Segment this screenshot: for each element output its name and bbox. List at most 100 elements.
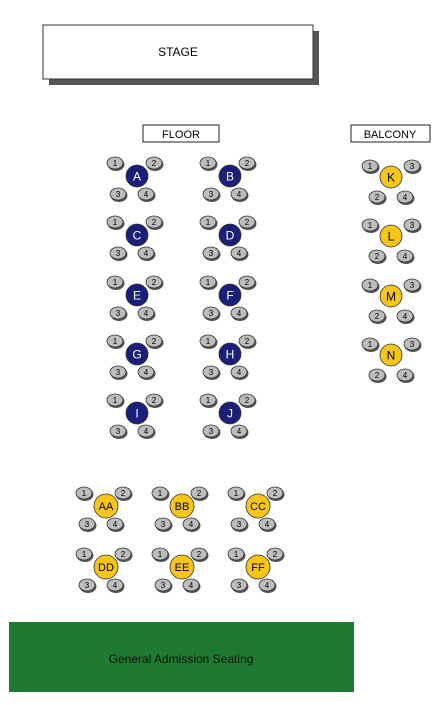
seat[interactable]: 2 (238, 275, 257, 290)
table-m[interactable]: 1 3 2 4M (361, 278, 422, 324)
seat[interactable]: 1 (106, 215, 125, 230)
table-f[interactable]: 1 2 3 4F (199, 275, 257, 321)
stage[interactable]: STAGE (42, 24, 319, 85)
table-ee[interactable]: 1 2 3 4 EE (151, 547, 209, 593)
seat[interactable]: 4 (137, 365, 156, 380)
seat[interactable]: 4 (230, 246, 249, 261)
seat[interactable]: 2 (114, 486, 133, 501)
seat[interactable]: 3 (230, 517, 249, 532)
seat[interactable]: 1 (106, 156, 125, 171)
seat[interactable]: 2 (114, 547, 133, 562)
seat[interactable]: 3 (154, 578, 173, 593)
seat[interactable]: 4 (137, 306, 156, 321)
seat[interactable]: 1 (361, 278, 380, 293)
seat[interactable]: 4 (182, 517, 201, 532)
table-i[interactable]: 1 2 3 4I (106, 393, 164, 439)
table-cc[interactable]: 1 2 3 4 CC (227, 486, 285, 532)
seat[interactable]: 4 (230, 306, 249, 321)
seat[interactable]: 4 (230, 424, 249, 439)
seat[interactable]: 1 (75, 547, 94, 562)
seat[interactable]: 3 (78, 578, 97, 593)
seat[interactable]: 3 (109, 187, 128, 202)
seat[interactable]: 2 (368, 249, 387, 264)
seat[interactable]: 2 (238, 156, 257, 171)
seat[interactable]: 4 (182, 578, 201, 593)
seat[interactable]: 4 (230, 365, 249, 380)
seat[interactable]: 1 (227, 486, 246, 501)
seat[interactable]: 3 (202, 246, 221, 261)
seat[interactable]: 4 (137, 187, 156, 202)
seat[interactable]: 4 (396, 190, 415, 205)
seat[interactable]: 2 (368, 309, 387, 324)
seat[interactable]: 1 (106, 393, 125, 408)
seat[interactable]: 4 (230, 187, 249, 202)
seat[interactable]: 1 (199, 275, 218, 290)
seat[interactable]: 4 (137, 246, 156, 261)
seat[interactable]: 2 (145, 275, 164, 290)
seat[interactable]: 3 (202, 306, 221, 321)
seat[interactable]: 2 (266, 486, 285, 501)
seat[interactable]: 3 (109, 365, 128, 380)
seat[interactable]: 1 (199, 215, 218, 230)
table-j[interactable]: 1 2 3 4J (199, 393, 257, 439)
seat[interactable]: 1 (361, 218, 380, 233)
table-k[interactable]: 1 3 2 4K (361, 159, 422, 205)
seat[interactable]: 2 (368, 368, 387, 383)
table-c[interactable]: 1 2 3 4C (106, 215, 164, 261)
seat[interactable]: 3 (78, 517, 97, 532)
seat[interactable]: 4 (396, 368, 415, 383)
seat[interactable]: 4 (106, 517, 125, 532)
seat[interactable]: 2 (190, 547, 209, 562)
table-a[interactable]: 1 2 3 4A (106, 156, 164, 202)
seat[interactable]: 1 (106, 275, 125, 290)
seat[interactable]: 1 (361, 159, 380, 174)
seat[interactable]: 3 (202, 365, 221, 380)
seat[interactable]: 3 (403, 159, 422, 174)
seat[interactable]: 1 (361, 337, 380, 352)
seat[interactable]: 3 (403, 337, 422, 352)
seat[interactable]: 3 (403, 278, 422, 293)
seat[interactable]: 2 (145, 156, 164, 171)
table-h[interactable]: 1 2 3 4H (199, 334, 257, 380)
seat[interactable]: 2 (145, 215, 164, 230)
seat[interactable]: 3 (202, 424, 221, 439)
table-b[interactable]: 1 2 3 4B (199, 156, 257, 202)
seat[interactable]: 1 (199, 393, 218, 408)
seat[interactable]: 1 (151, 547, 170, 562)
seat[interactable]: 2 (368, 190, 387, 205)
table-ff[interactable]: 1 2 3 4FF (227, 547, 285, 593)
seat[interactable]: 1 (199, 156, 218, 171)
seat[interactable]: 4 (396, 249, 415, 264)
seat[interactable]: 4 (258, 517, 277, 532)
seat[interactable]: 2 (238, 393, 257, 408)
table-l[interactable]: 1 3 2 4L (361, 218, 422, 264)
table-e[interactable]: 1 2 3 4E (106, 275, 164, 321)
table-aa[interactable]: 1 2 3 4 AA (75, 486, 133, 532)
general-admission-area[interactable]: General Admission Seating (9, 622, 354, 692)
seat[interactable]: 3 (230, 578, 249, 593)
seat[interactable]: 2 (145, 393, 164, 408)
table-g[interactable]: 1 2 3 4G (106, 334, 164, 380)
table-bb[interactable]: 1 2 3 4 BB (151, 486, 209, 532)
seat[interactable]: 1 (227, 547, 246, 562)
seat[interactable]: 2 (266, 547, 285, 562)
seat[interactable]: 3 (109, 424, 128, 439)
seat[interactable]: 2 (238, 334, 257, 349)
seat[interactable]: 2 (145, 334, 164, 349)
seat[interactable]: 4 (258, 578, 277, 593)
table-n[interactable]: 1 3 2 4N (361, 337, 422, 383)
seat[interactable]: 1 (199, 334, 218, 349)
table-dd[interactable]: 1 2 3 4 DD (75, 547, 133, 593)
seat[interactable]: 3 (154, 517, 173, 532)
seat[interactable]: 1 (106, 334, 125, 349)
seat[interactable]: 2 (238, 215, 257, 230)
seat[interactable]: 2 (190, 486, 209, 501)
seat[interactable]: 3 (202, 187, 221, 202)
seat[interactable]: 4 (137, 424, 156, 439)
seat[interactable]: 3 (403, 218, 422, 233)
seat[interactable]: 1 (151, 486, 170, 501)
seat[interactable]: 4 (106, 578, 125, 593)
seat[interactable]: 4 (396, 309, 415, 324)
table-d[interactable]: 1 2 3 4D (199, 215, 257, 261)
seat[interactable]: 3 (109, 306, 128, 321)
